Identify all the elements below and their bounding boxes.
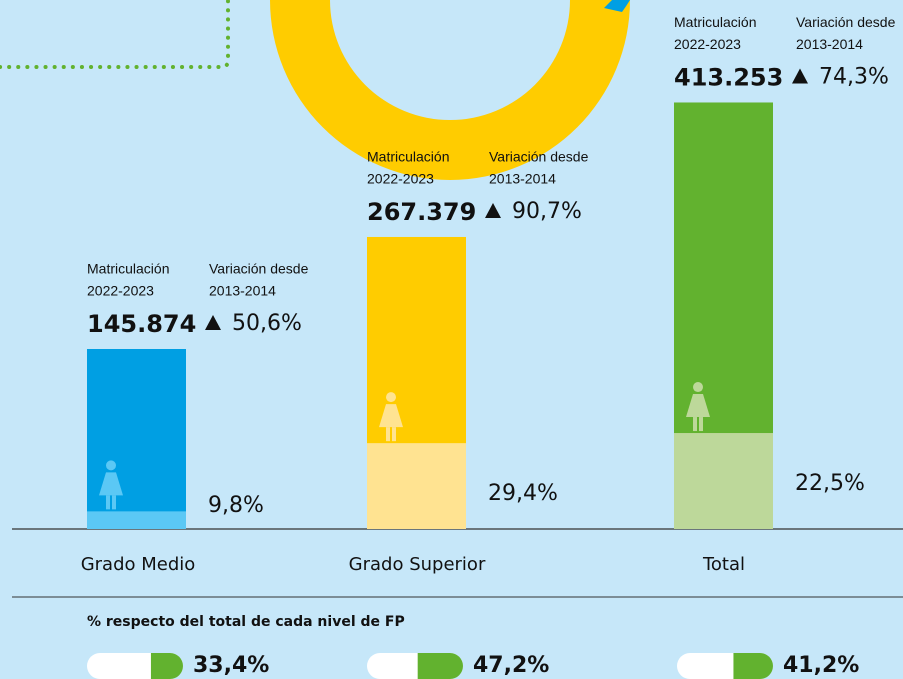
share-label: 41,2% xyxy=(783,653,859,678)
women-segment xyxy=(87,511,186,529)
up-triangle xyxy=(205,315,221,331)
enrollment-label: Matriculación xyxy=(674,14,756,30)
enrollment-period: 2022-2023 xyxy=(87,283,154,299)
share-label: 33,4% xyxy=(193,653,269,678)
woman-icon xyxy=(379,392,403,442)
share-label: 47,2% xyxy=(473,653,549,678)
dotted-connector xyxy=(0,0,230,69)
variation-period: 2013-2014 xyxy=(209,283,276,299)
up-triangle xyxy=(485,202,501,218)
woman-icon xyxy=(99,460,123,510)
women-segment xyxy=(674,433,773,529)
enrollment-label: Matriculación xyxy=(367,149,449,165)
donut-sliver xyxy=(604,0,630,12)
woman-icon xyxy=(686,382,710,432)
enrollment-period: 2022-2023 xyxy=(367,171,434,187)
variation-value: 50,6% xyxy=(232,311,302,336)
women-share-label: 22,5% xyxy=(795,471,865,496)
share-fill xyxy=(417,653,463,679)
enrollment-label: Matriculación xyxy=(87,261,169,277)
value-label: 267.379 xyxy=(367,198,476,226)
category-label: Total xyxy=(702,554,745,575)
variation-label: Variación desde xyxy=(489,149,589,165)
value-label: 145.874 xyxy=(87,310,196,338)
women-share-label: 9,8% xyxy=(208,493,264,518)
variation-period: 2013-2014 xyxy=(796,36,863,52)
category-label: Grado Superior xyxy=(349,554,486,575)
women-share-label: 29,4% xyxy=(488,481,558,506)
share-fill xyxy=(150,653,183,679)
variation-period: 2013-2014 xyxy=(489,171,556,187)
bar xyxy=(87,349,186,529)
women-segment xyxy=(367,443,466,529)
donut-arc xyxy=(270,0,630,180)
variation-value: 74,3% xyxy=(819,64,889,89)
share-fill xyxy=(733,653,773,679)
variation-label: Variación desde xyxy=(796,14,896,30)
share-note: % respecto del total de cada nivel de FP xyxy=(87,614,405,630)
variation-label: Variación desde xyxy=(209,261,309,277)
variation-value: 90,7% xyxy=(512,199,582,224)
value-label: 413.253 xyxy=(674,63,783,91)
up-triangle xyxy=(792,68,808,84)
enrollment-period: 2022-2023 xyxy=(674,36,741,52)
category-label: Grado Medio xyxy=(81,554,196,575)
